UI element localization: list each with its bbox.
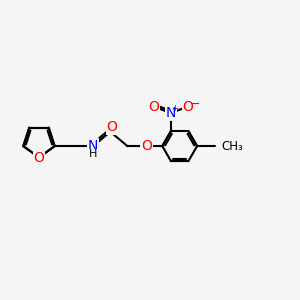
Text: N: N [88,139,98,153]
Text: O: O [148,100,159,114]
Text: CH₃: CH₃ [221,140,243,153]
Text: −: − [190,98,200,111]
Text: H: H [89,149,97,160]
Text: +: + [172,104,178,113]
Text: O: O [141,139,152,153]
Text: N: N [166,106,176,120]
Text: O: O [34,151,44,164]
Text: O: O [183,100,194,114]
Text: O: O [106,120,117,134]
